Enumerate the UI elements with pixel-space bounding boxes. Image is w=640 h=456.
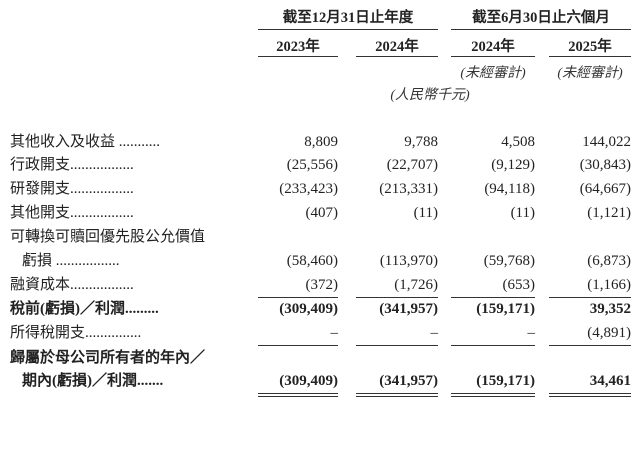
header-divider [356,56,438,57]
row-value: (1,166) [587,277,631,293]
total-double-underline [258,393,338,397]
row-value: (159,171) [476,301,535,317]
header-year-2025-h1: 2025年 [568,39,612,55]
table-row: 研發開支................. (233,423) (213,331) (… [0,178,640,200]
row-value: (113,970) [379,253,438,269]
table-row: 其他開支................. (407) (11) (11) (1,121… [0,202,640,224]
table-row: 可轉換可贖回優先股公允價值 [0,226,640,248]
row-label: 可轉換可贖回優先股公允價值 [10,229,206,245]
header-divider [258,29,438,30]
row-value: (25,556) [286,157,338,173]
row-label: 歸屬於母公司所有者的年內／ [10,350,206,366]
unit-note: (人民幣千元) [390,88,470,103]
row-value: – [527,325,536,341]
subtotal-underline [258,297,338,298]
table-row: 所得稅開支............... – – – (4,891) [0,322,640,344]
row-label: 所得稅開支............... [10,325,142,341]
header-year-2024: 2024年 [375,39,419,55]
row-value: (341,957) [379,373,438,389]
row-value: (4,891) [587,325,631,341]
table-row: 虧損 ................. (58,460) (113,970) (59… [0,250,640,272]
row-label: 虧損 ................. [22,253,120,269]
table-row: 歸屬於母公司所有者的年內／ [0,347,640,369]
row-value: (6,873) [587,253,631,269]
row-label: 研發開支................. [10,181,134,197]
subtotal-underline [549,345,631,346]
row-value: (11) [510,205,535,221]
subtotal-underline [549,297,631,298]
row-label: 融資成本................. [10,277,134,293]
table-row: 融資成本................. (372) (1,726) (653) (1… [0,274,640,296]
row-value: – [330,325,339,341]
row-value: (1,726) [394,277,438,293]
subtotal-underline [258,345,338,346]
row-value: 4,508 [501,134,535,150]
row-value: 39,352 [589,301,631,317]
row-value: 9,788 [404,134,438,150]
unaudited-note: (未經審計) [557,66,623,81]
header-group-six-months: 截至6月30日止六個月 [472,10,610,26]
header-year-2023: 2023年 [276,39,320,55]
total-double-underline [451,393,535,397]
row-value: (22,707) [386,157,438,173]
subtotal-underline [356,345,438,346]
row-value: (59,768) [483,253,535,269]
row-label: 行政開支................. [10,157,134,173]
table-row: 行政開支................. (25,556) (22,707) (9,… [0,154,640,176]
header-divider [451,29,631,30]
row-value: (58,460) [286,253,338,269]
row-value: (1,121) [587,205,631,221]
row-value: (159,171) [476,373,535,389]
row-value: (309,409) [279,301,338,317]
row-value: (233,423) [279,181,338,197]
row-label: 期內(虧損)／利潤....... [22,373,164,389]
unaudited-note: (未經審計) [460,66,526,81]
header-divider [258,56,338,57]
total-double-underline [549,393,631,397]
table-row: 稅前(虧損)／利潤......... (309,409) (341,957) (159… [0,298,640,320]
row-value: (9,129) [491,157,535,173]
row-value: (653) [502,277,536,293]
row-value: (407) [305,205,339,221]
row-value: (309,409) [279,373,338,389]
subtotal-underline [356,297,438,298]
row-value: (11) [413,205,438,221]
header-year-2024-h1: 2024年 [471,39,515,55]
header-divider [549,56,631,57]
row-value: 144,022 [582,134,631,150]
row-value: (213,331) [379,181,438,197]
row-value: (64,667) [579,181,631,197]
header-group-full-year: 截至12月31日止年度 [282,10,414,26]
row-value: (94,118) [484,181,535,197]
table-row: 期內(虧損)／利潤....... (309,409) (341,957) (159,1… [0,370,640,392]
row-value: (341,957) [379,301,438,317]
subtotal-underline [451,297,535,298]
row-value: 8,809 [304,134,338,150]
row-value: (372) [305,277,339,293]
row-value: (30,843) [579,157,631,173]
table-row: 其他收入及收益 ........... 8,809 9,788 4,508 144,02… [0,131,640,153]
row-label: 其他收入及收益 ........... [10,134,161,150]
row-value: – [430,325,439,341]
row-label: 稅前(虧損)／利潤......... [10,301,159,317]
total-double-underline [356,393,438,397]
row-value: 34,461 [589,373,631,389]
subtotal-underline [451,345,535,346]
row-label: 其他開支................. [10,205,134,221]
header-divider [451,56,535,57]
